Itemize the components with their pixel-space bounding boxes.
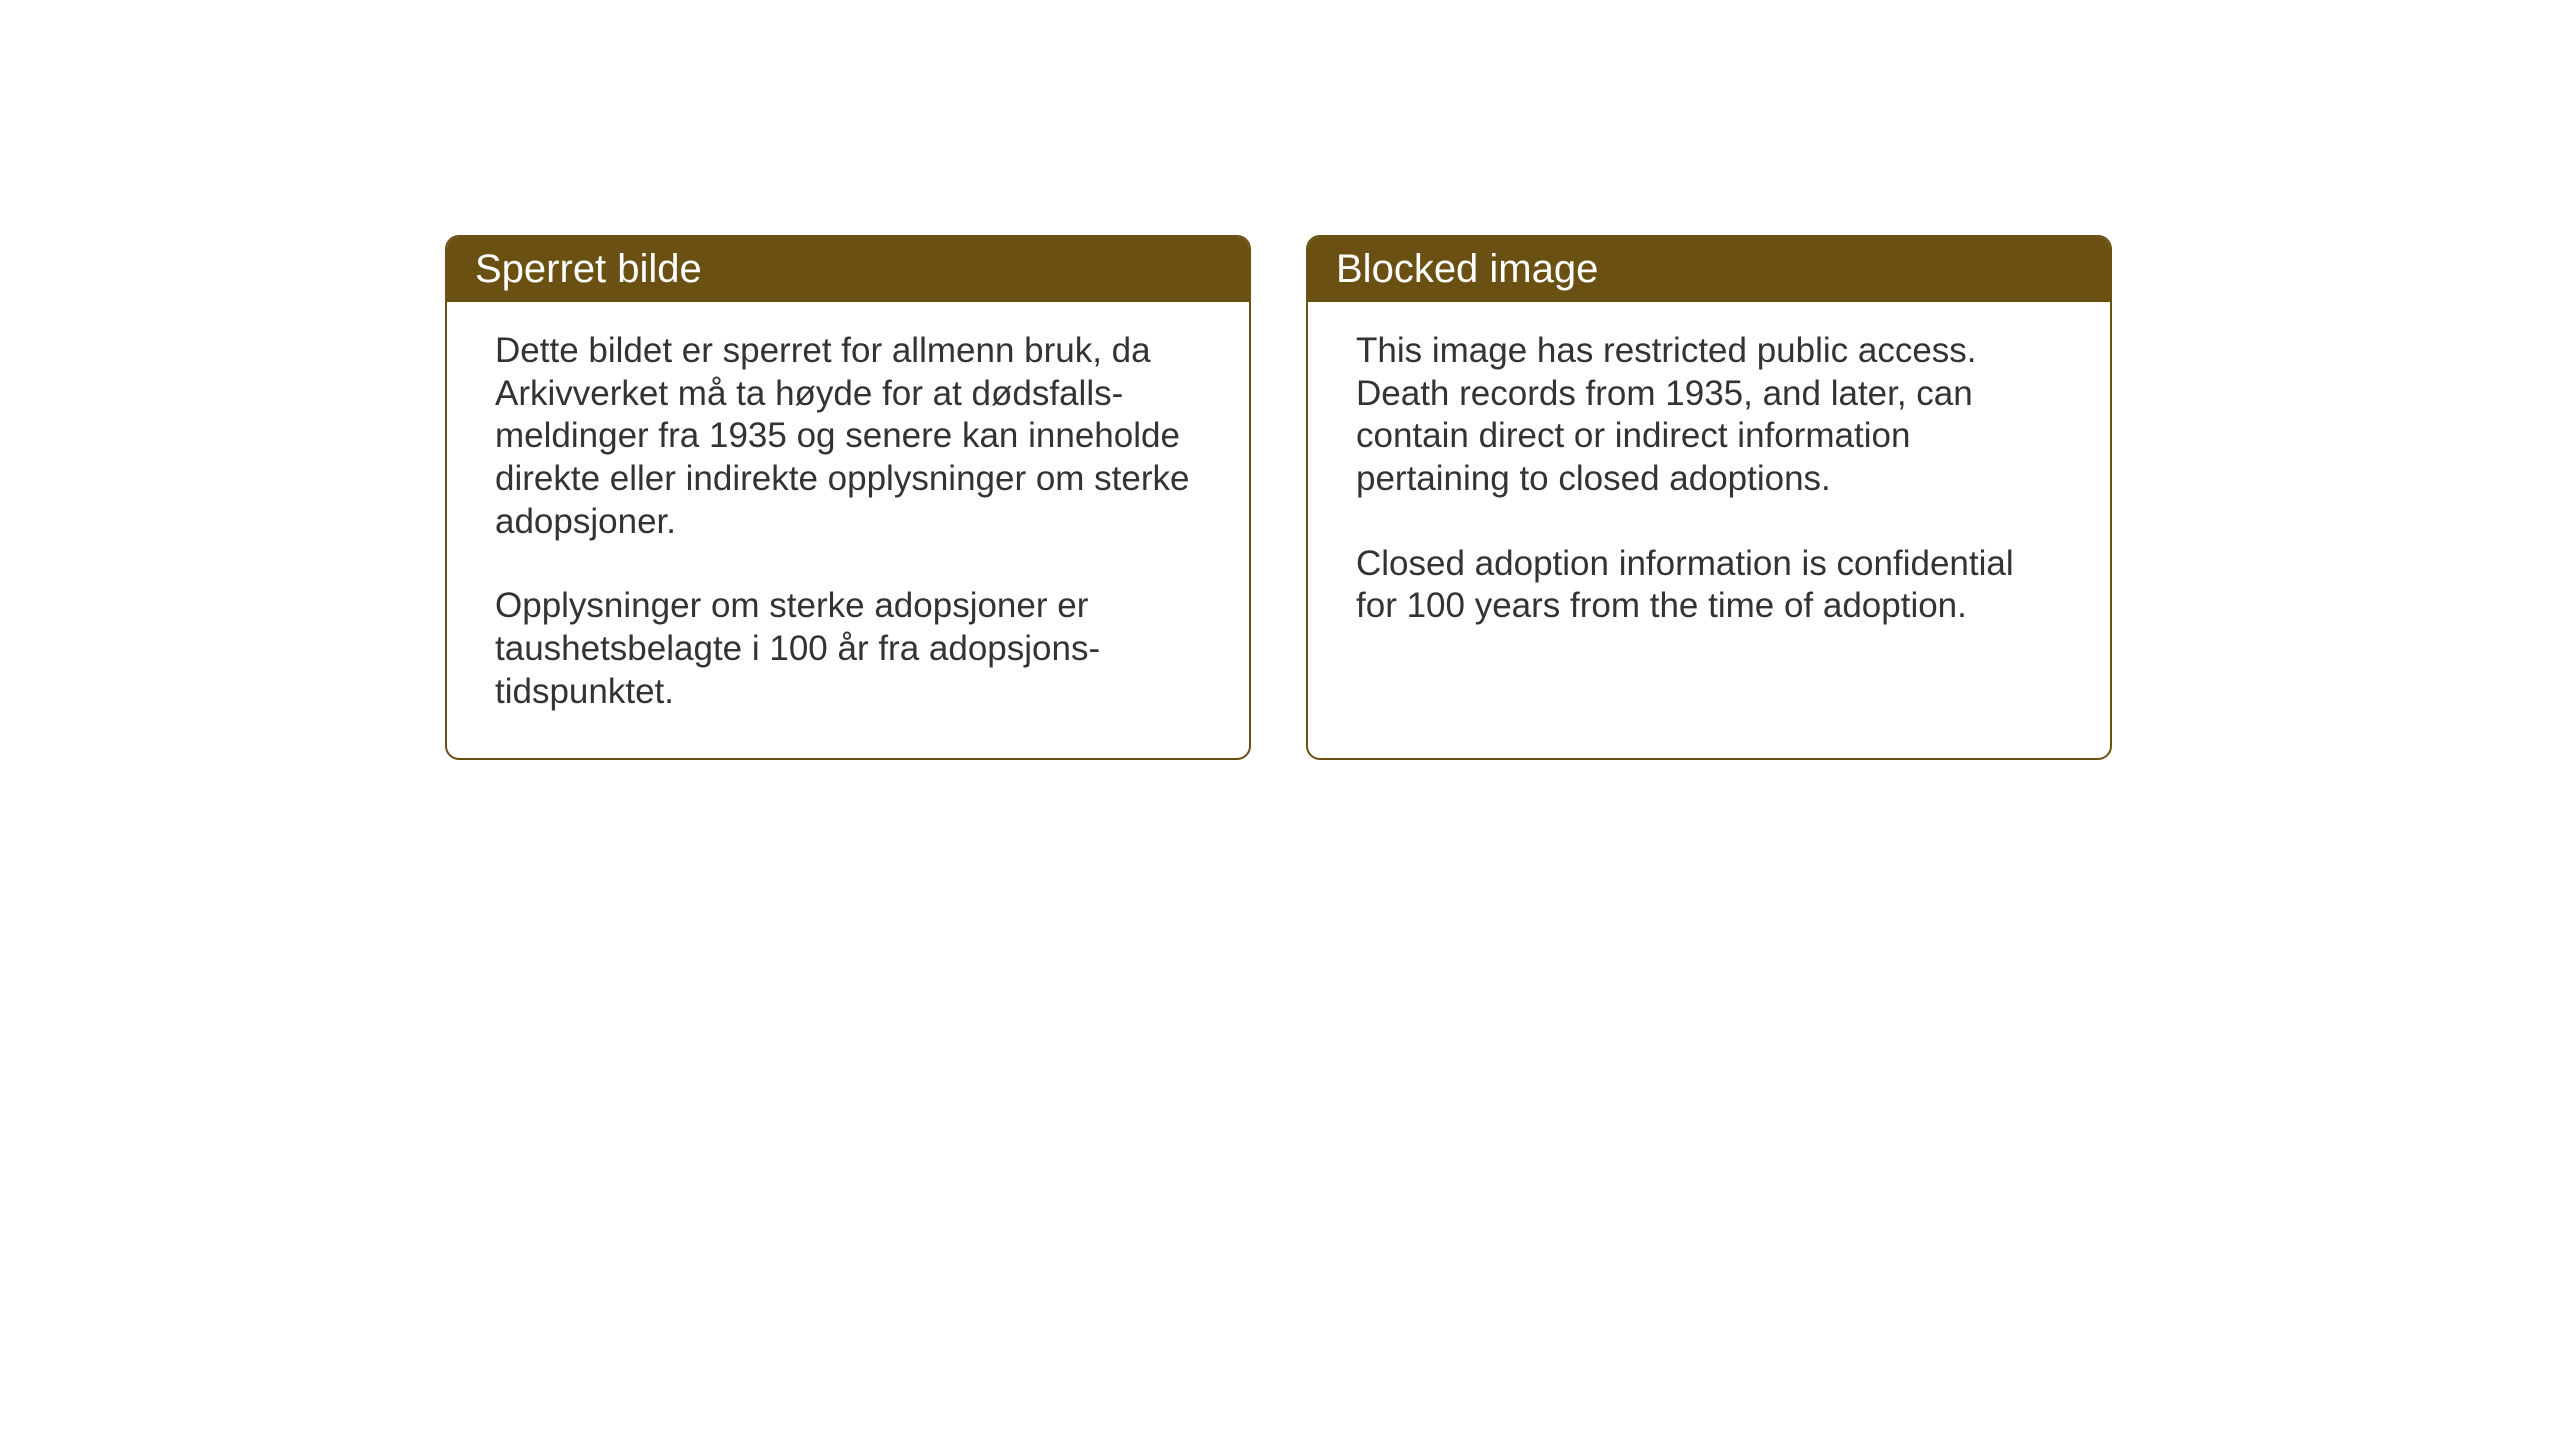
notice-cards-container: Sperret bilde Dette bildet er sperret fo…	[445, 235, 2112, 760]
norwegian-paragraph-1: Dette bildet er sperret for allmenn bruk…	[495, 330, 1201, 543]
english-paragraph-1: This image has restricted public access.…	[1356, 330, 2062, 501]
norwegian-card-header: Sperret bilde	[447, 237, 1249, 302]
english-card-title: Blocked image	[1336, 247, 1598, 291]
english-paragraph-2: Closed adoption information is confident…	[1356, 543, 2062, 628]
english-card-header: Blocked image	[1308, 237, 2110, 302]
english-card-body: This image has restricted public access.…	[1308, 302, 2110, 672]
english-notice-card: Blocked image This image has restricted …	[1306, 235, 2112, 760]
norwegian-card-title: Sperret bilde	[475, 247, 702, 291]
norwegian-paragraph-2: Opplysninger om sterke adopsjoner er tau…	[495, 585, 1201, 713]
norwegian-card-body: Dette bildet er sperret for allmenn bruk…	[447, 302, 1249, 758]
norwegian-notice-card: Sperret bilde Dette bildet er sperret fo…	[445, 235, 1251, 760]
